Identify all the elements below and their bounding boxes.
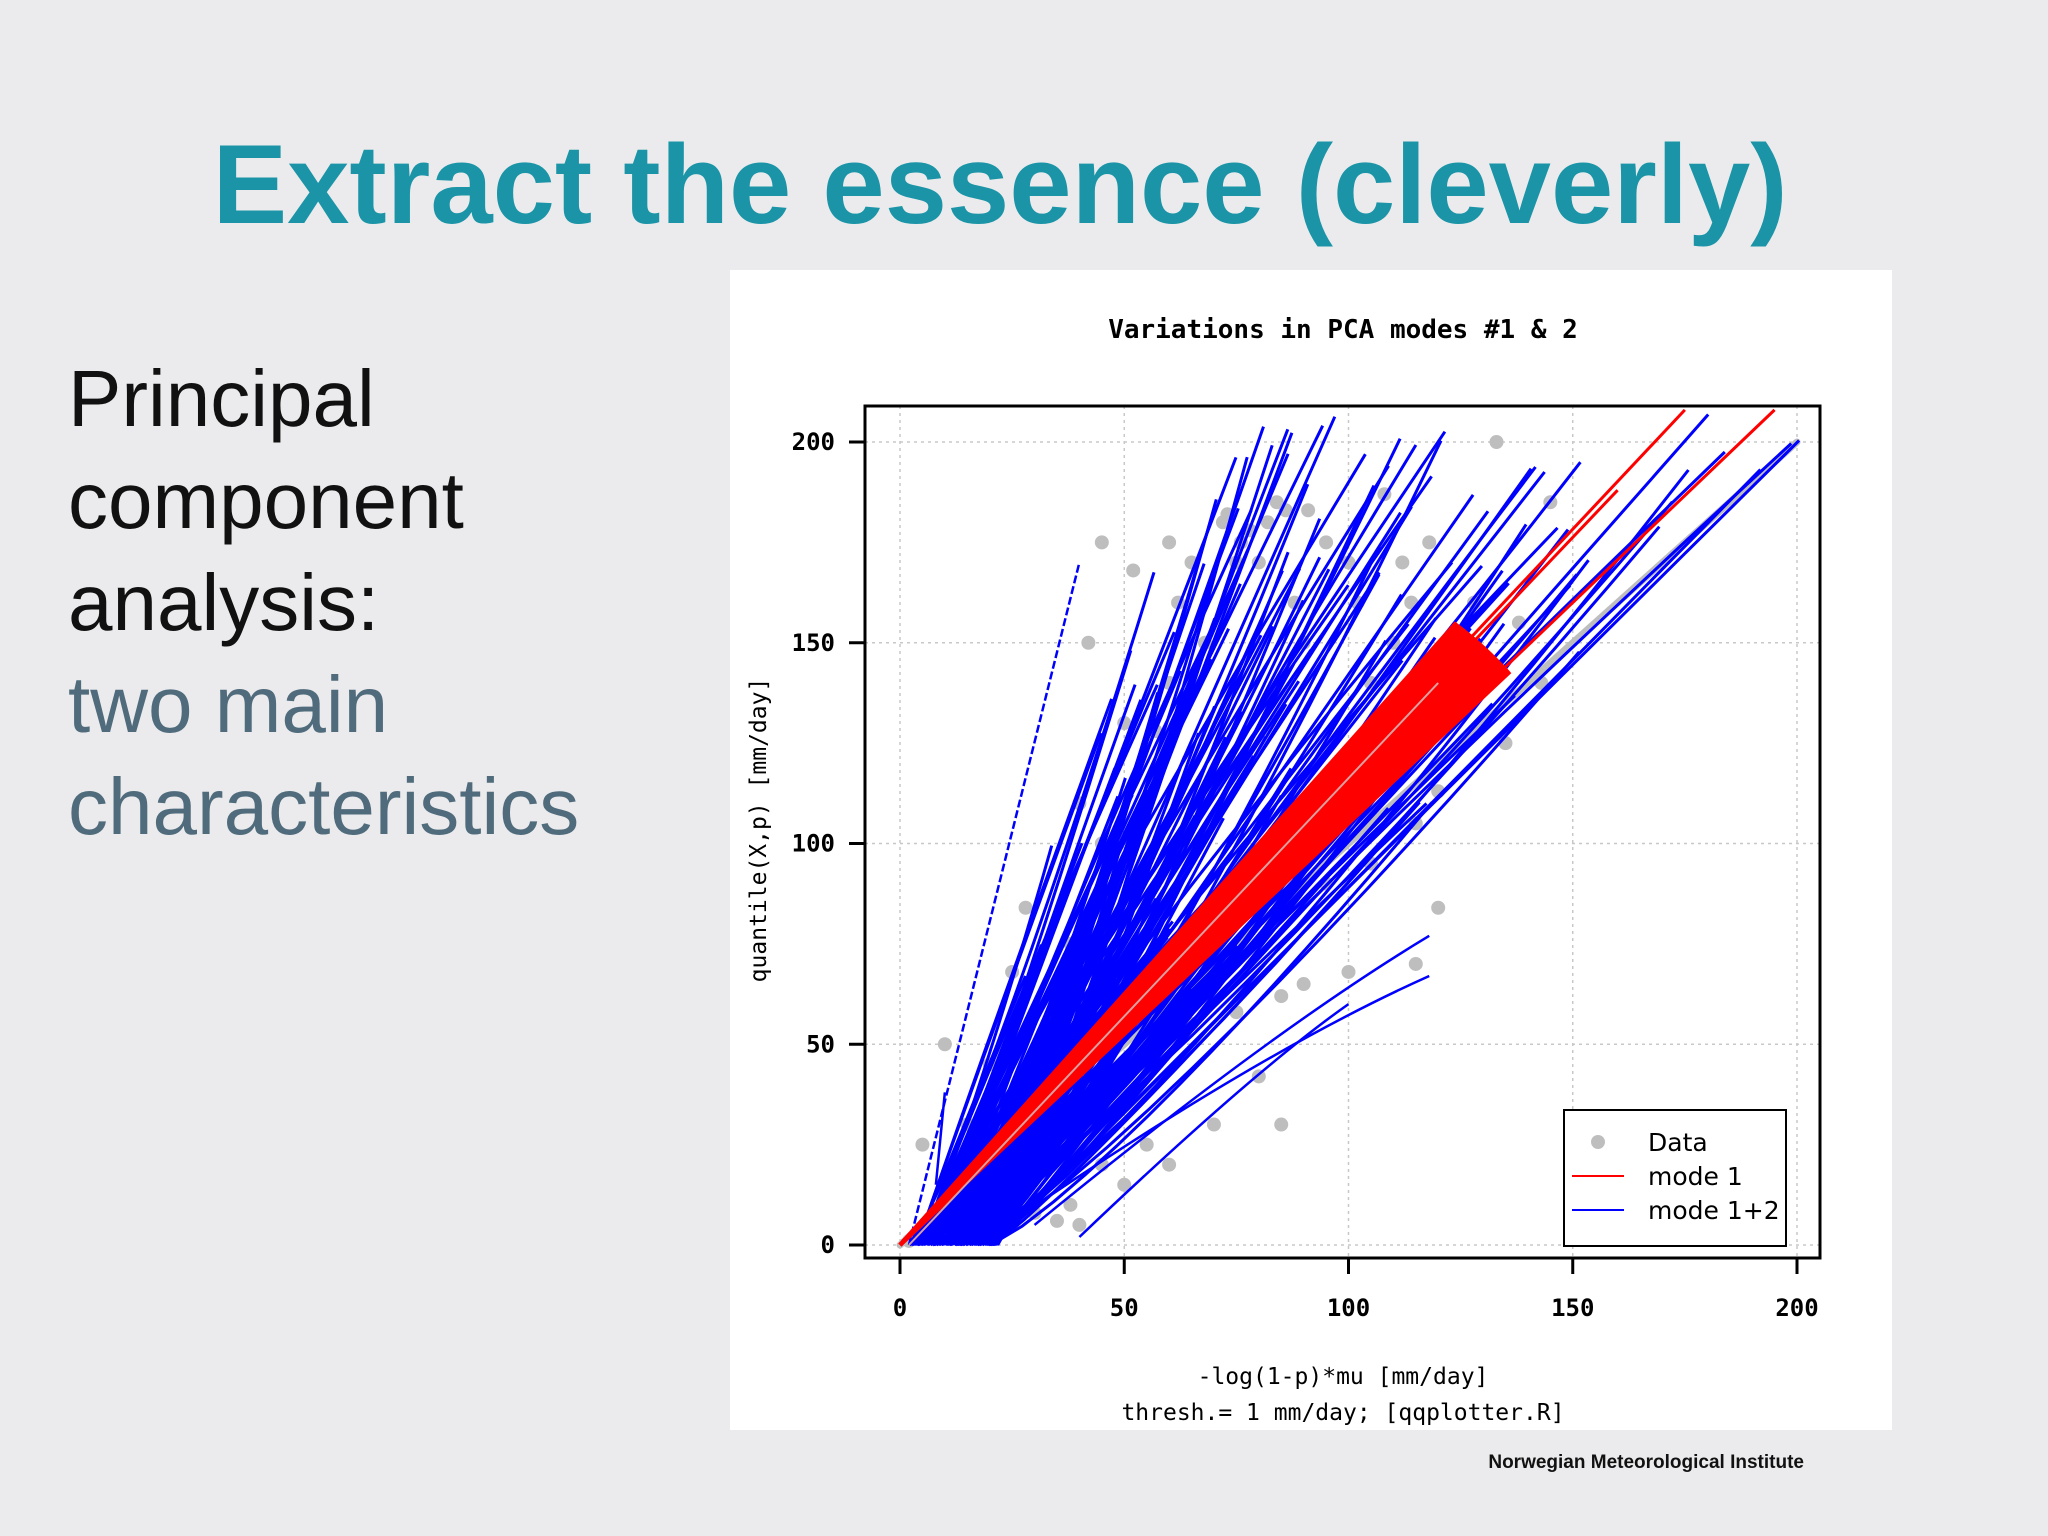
mode12-curve — [990, 468, 1762, 1247]
mode12-curve — [984, 858, 1115, 1246]
mode12-curve — [987, 871, 1307, 1247]
data-point — [1126, 563, 1141, 578]
mode12-curve-notable — [1033, 934, 1430, 1226]
data-point — [1489, 435, 1504, 449]
data-point — [1018, 900, 1033, 915]
x-tick-label: 50 — [1110, 1294, 1139, 1322]
data-point — [1269, 495, 1284, 510]
data-point — [1260, 515, 1275, 530]
slide-title: Extract the essence (cleverly) — [212, 122, 1788, 247]
y-tick-label: 0 — [821, 1231, 835, 1259]
legend-mode12-label: mode 1+2 — [1648, 1196, 1780, 1225]
chart-title: Variations in PCA modes #1 & 2 — [1108, 315, 1578, 345]
bullet-line-3: analysis: — [68, 558, 380, 647]
bullet-line-5: characteristics — [68, 762, 580, 851]
mode12-curve-notable — [988, 974, 1430, 1238]
data-point — [1422, 535, 1437, 550]
mode1-curve-outer — [898, 408, 1686, 1247]
data-point — [1139, 1137, 1154, 1152]
mode12-curve — [975, 440, 1443, 1247]
plot-area — [896, 408, 1801, 1249]
y-tick-label: 50 — [806, 1030, 835, 1058]
y-tick-label: 200 — [792, 428, 835, 456]
data-point — [1274, 989, 1289, 1004]
x-axis-label: -log(1-p)*mu [mm/day] — [1198, 1364, 1489, 1390]
axis-ticks: 0 50 100 150 200 0 50 100 150 200 — [792, 428, 1819, 1322]
data-point — [1162, 535, 1177, 550]
y-tick-label: 100 — [792, 830, 835, 858]
mode12-curve — [989, 801, 1434, 1247]
mode12-curve — [992, 456, 1249, 1246]
legend-data-symbol — [1591, 1135, 1605, 1149]
mode12-curve — [928, 649, 1133, 1246]
mode12-curve-notable — [907, 562, 1081, 1246]
mode12-curve — [993, 732, 1200, 1246]
mode12-curve — [946, 777, 1127, 1246]
data-median-line — [908, 682, 1439, 1246]
bullet-line-1: Principal — [68, 354, 375, 443]
data-point — [1301, 503, 1316, 518]
bullet-line-4: two main — [68, 660, 389, 749]
x-tick-label: 150 — [1551, 1294, 1594, 1322]
data-point — [1117, 1177, 1132, 1192]
data-point — [1319, 535, 1334, 550]
footer-institute: Norwegian Meteorological Institute — [1488, 1452, 1804, 1473]
bullet-line-2: component — [68, 456, 464, 545]
data-point — [1206, 1117, 1221, 1132]
mode12-curve — [993, 518, 1322, 1246]
y-axis-label: quantile(X,p) [mm/day] — [746, 678, 772, 983]
mode12-curve — [976, 650, 1581, 1247]
data-point — [1049, 1213, 1064, 1228]
data-point — [1408, 956, 1423, 971]
x-tick-label: 0 — [893, 1294, 907, 1322]
data-point — [1274, 1117, 1289, 1132]
data-point — [1094, 535, 1109, 550]
mode12-curve-notable — [1078, 1003, 1350, 1238]
legend-mode1-label: mode 1 — [1648, 1162, 1743, 1191]
data-point — [1341, 964, 1356, 979]
data-point — [937, 1037, 952, 1052]
mode12-curve — [965, 469, 1690, 1247]
pca-chart: Variations in PCA modes #1 & 2 0 50 100 150… — [746, 315, 1822, 1426]
legend-data-label: Data — [1648, 1128, 1708, 1157]
x-tick-label: 200 — [1775, 1294, 1818, 1322]
x-tick-label: 100 — [1327, 1294, 1370, 1322]
mode1-curve-outer — [898, 408, 1776, 1247]
data-point — [1296, 977, 1311, 992]
data-point — [1341, 555, 1356, 570]
data-point — [1162, 1157, 1177, 1172]
plot-frame — [863, 404, 1822, 1260]
mode12-curve — [996, 484, 1376, 1246]
mode12-curve — [942, 684, 1137, 1246]
data-point — [1431, 900, 1446, 915]
y-tick-label: 150 — [792, 629, 835, 657]
legend: Data mode 1 mode 1+2 — [1563, 1109, 1787, 1247]
bullet-text: Principal component analysis: two main c… — [68, 348, 708, 858]
mode12-curve — [916, 845, 1054, 1246]
data-point — [1072, 1217, 1087, 1232]
mode12-curve-notable — [934, 1092, 947, 1185]
data-point — [915, 1137, 930, 1152]
x-axis-sublabel: thresh.= 1 mm/day; [qqplotter.R] — [1121, 1400, 1564, 1426]
chart-figure: Variations in PCA modes #1 & 2 0 50 100 150… — [730, 270, 1892, 1430]
data-point — [1395, 555, 1410, 570]
data-point — [1081, 635, 1096, 650]
data-point — [1063, 1197, 1078, 1212]
mode12-curve — [993, 756, 1186, 1246]
legend-box — [1563, 1109, 1787, 1247]
mode1-curve — [898, 621, 1458, 1247]
